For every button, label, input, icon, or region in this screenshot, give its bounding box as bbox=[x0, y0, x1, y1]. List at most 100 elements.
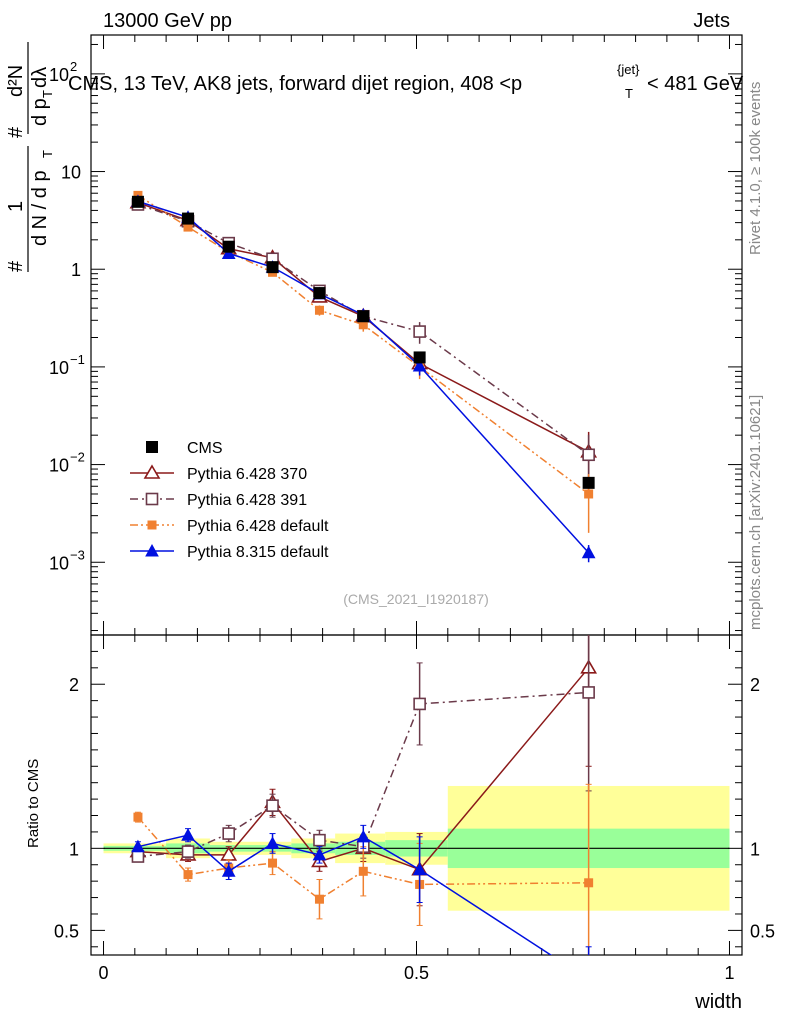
data-point-cms bbox=[413, 351, 426, 364]
data-point-cms bbox=[131, 195, 144, 208]
ratio-point-p6_391 bbox=[131, 850, 145, 863]
ratio-line-p6_default bbox=[137, 816, 589, 901]
ylabel-denominator-2-sub: T bbox=[40, 90, 55, 98]
ratio-point-p6_391 bbox=[313, 833, 326, 847]
ratio-point-p6_default bbox=[183, 870, 193, 880]
ratio-point-p8_default bbox=[356, 829, 371, 843]
ratio-y-tick-label: 0.5 bbox=[54, 921, 79, 941]
ratio-point-p8_default bbox=[131, 839, 145, 853]
legend: CMS Pythia 6.428 370 Pythia 6.428 391 Pythi… bbox=[130, 440, 329, 561]
ratio-point-p8_default bbox=[312, 847, 327, 861]
legend-entry: Pythia 6.428 default bbox=[130, 518, 329, 535]
legend-label: Pythia 8.315 default bbox=[187, 544, 329, 561]
header-category: Jets bbox=[693, 10, 730, 32]
ratio-y-axis-label: Ratio to CMS bbox=[25, 759, 42, 848]
data-point-p6_391 bbox=[413, 325, 426, 338]
series-line-p6_default bbox=[137, 194, 590, 495]
data-point-p6_default bbox=[584, 489, 594, 499]
ratio-point-p6_391 bbox=[413, 697, 426, 711]
legend-marker bbox=[145, 543, 159, 557]
legend-label: Pythia 6.428 391 bbox=[187, 492, 307, 509]
y-tick-label: 10 bbox=[49, 553, 69, 573]
plot-title-tail: < 481 GeV bbox=[647, 73, 744, 95]
ratio-point-p6_default bbox=[133, 812, 143, 822]
ratio-y-tick-label: 2 bbox=[69, 675, 79, 695]
y-tick-label-exponent: 2 bbox=[70, 59, 77, 74]
ratio-point-p6_default bbox=[268, 858, 278, 868]
main-panel-series bbox=[129, 190, 598, 563]
legend-label: Pythia 6.428 default bbox=[187, 518, 329, 535]
plot-title-sup: {jet} bbox=[617, 62, 640, 77]
ylabel-numerator-2: d²N bbox=[5, 65, 27, 97]
legend-entry: Pythia 6.428 370 bbox=[130, 464, 307, 483]
ratio-point-p6_391 bbox=[181, 845, 195, 858]
main-y-axis-label: # 1 d N / d p T # d²N d p T dλ bbox=[5, 42, 55, 272]
legend-marker bbox=[145, 492, 159, 506]
x-tick-label: 0.5 bbox=[404, 963, 429, 983]
legend-entry: CMS bbox=[146, 440, 223, 457]
plot-title-main: CMS, 13 TeV, AK8 jets, forward dijet reg… bbox=[68, 73, 522, 95]
ylabel-hash-2: # bbox=[5, 126, 27, 138]
x-axis-label: width bbox=[694, 991, 742, 1013]
y-tick-label: 10 bbox=[49, 65, 69, 85]
legend-entry: Pythia 8.315 default bbox=[130, 543, 329, 561]
y-tick-label: 10 bbox=[49, 358, 69, 378]
ylabel-one: 1 bbox=[5, 201, 27, 212]
ylabel-hash-1: # bbox=[5, 260, 27, 272]
ratio-point-p6_391 bbox=[266, 799, 279, 812]
ratio-y-tick-label-right: 2 bbox=[750, 675, 760, 695]
data-point-p8_default bbox=[581, 545, 596, 559]
data-point-p6_default bbox=[358, 320, 368, 330]
data-point-p8_default bbox=[221, 246, 236, 259]
ylabel-denominator-2-tail: dλ bbox=[29, 67, 51, 88]
data-point-p6_391 bbox=[582, 448, 595, 462]
ratio-point-p8_default bbox=[181, 828, 195, 841]
y-tick-label: 1 bbox=[71, 260, 81, 280]
y-tick-label-exponent: −1 bbox=[70, 352, 85, 367]
rivet-version-label: Rivet 4.1.0, ≥ 100k events bbox=[747, 82, 764, 255]
legend-marker bbox=[147, 520, 157, 530]
ratio-point-p6_default bbox=[314, 894, 324, 904]
x-tick-label: 0 bbox=[99, 963, 109, 983]
ylabel-denominator-1-sub: T bbox=[40, 150, 55, 158]
data-point-p6_default bbox=[314, 305, 324, 315]
data-point-cms bbox=[182, 212, 195, 225]
ylabel-denominator-1: d N / d p bbox=[29, 170, 51, 246]
legend-marker bbox=[143, 464, 161, 479]
ratio-y-tick-label-right: 0.5 bbox=[750, 921, 775, 941]
y-tick-label-exponent: −2 bbox=[70, 450, 85, 465]
data-point-p8_default bbox=[412, 359, 427, 372]
ratio-y-tick-label: 1 bbox=[69, 839, 79, 859]
ylabel-denominator-2: d p bbox=[29, 98, 51, 126]
plot-title-sub: T bbox=[625, 86, 633, 101]
ratio-point-p6_default bbox=[358, 866, 368, 876]
ratio-panel-series bbox=[129, 635, 598, 985]
data-point-p6_default bbox=[183, 222, 193, 232]
x-tick-label: 1 bbox=[724, 963, 734, 983]
data-series bbox=[129, 190, 598, 985]
ratio-uncertainty-bands bbox=[103, 785, 730, 911]
ratio-point-p6_391 bbox=[222, 827, 236, 840]
ratio-y-tick-label-right: 1 bbox=[750, 839, 760, 859]
series-line-p6_391 bbox=[137, 203, 590, 456]
ratio-point-p8_default bbox=[412, 862, 427, 876]
analysis-id: (CMS_2021_I1920187) bbox=[343, 591, 489, 607]
data-point-cms bbox=[222, 240, 235, 253]
header-energy: 13000 GeV pp bbox=[103, 10, 232, 32]
ratio-line-p8_default bbox=[137, 834, 553, 955]
series-line-p8_default bbox=[137, 200, 590, 554]
data-point-cms bbox=[313, 287, 326, 300]
data-point-cms bbox=[582, 476, 595, 489]
legend-marker bbox=[146, 441, 158, 453]
y-tick-label-exponent: −3 bbox=[70, 547, 85, 562]
ratio-point-p8_default bbox=[583, 974, 595, 985]
ratio-point-p8_default bbox=[265, 836, 280, 849]
plot-title: CMS, 13 TeV, AK8 jets, forward dijet reg… bbox=[68, 62, 744, 101]
ratio-point-p6_391 bbox=[582, 686, 595, 699]
data-point-cms bbox=[357, 310, 370, 323]
ratio-line-p6_370 bbox=[137, 667, 590, 871]
legend-label: Pythia 6.428 370 bbox=[187, 466, 307, 483]
y-tick-label: 10 bbox=[49, 456, 69, 476]
y-tick-label: 10 bbox=[61, 163, 81, 183]
